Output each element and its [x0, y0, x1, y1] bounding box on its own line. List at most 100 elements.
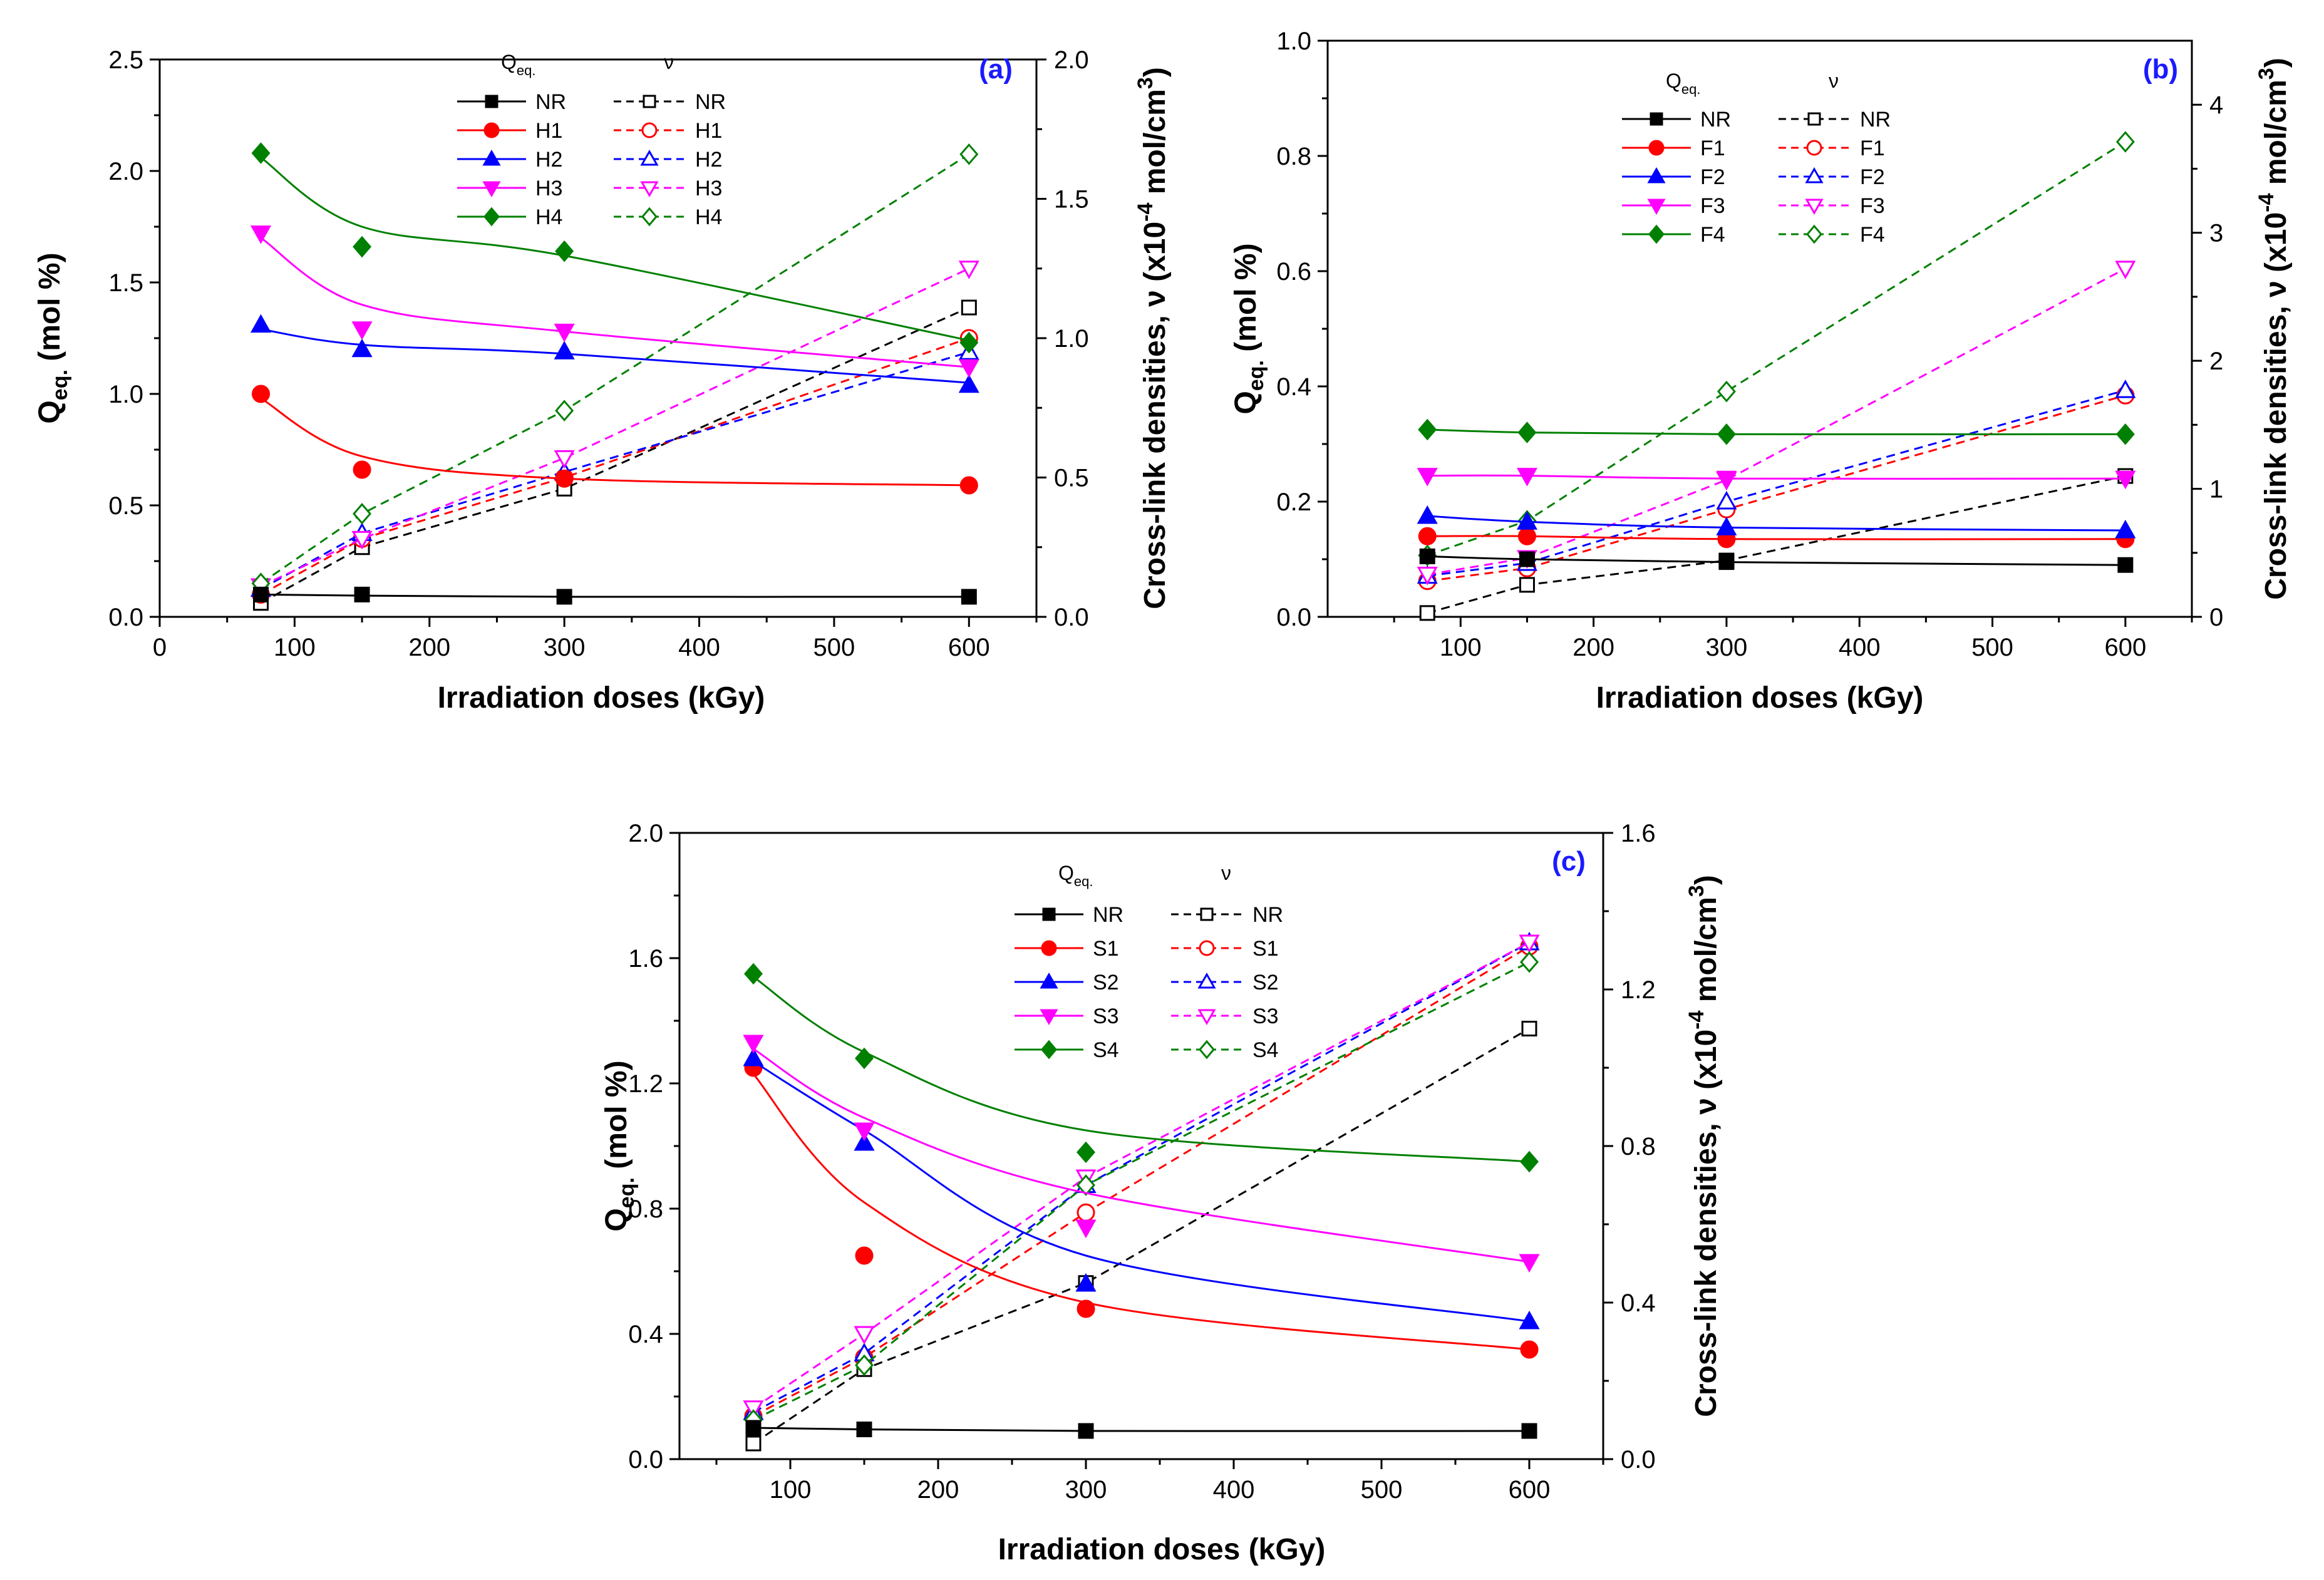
q-point-H2	[958, 374, 979, 393]
legend-label-v: S3	[1252, 1004, 1279, 1028]
q-point-S2	[854, 1132, 875, 1151]
y-left-tick-label: 1.0	[108, 381, 143, 408]
v-point-F4	[1717, 380, 1736, 403]
legend-label-q: NR	[1093, 903, 1123, 927]
q-point-NR	[2117, 557, 2134, 573]
legend-marker-v	[1805, 199, 1824, 215]
q-point-H2	[554, 341, 575, 359]
legend-label-v: NR	[1860, 108, 1891, 132]
x-tick-label: 600	[948, 634, 990, 661]
y-right-tick-label: 1.2	[1621, 976, 1656, 1004]
x-tick-label: 600	[2104, 634, 2146, 661]
legend-marker-v	[1200, 907, 1214, 921]
q-point-H1	[252, 385, 271, 403]
q-point-F4	[1418, 418, 1437, 441]
v-line-S2	[753, 941, 1530, 1413]
y-left-tick-label: 1.0	[1276, 28, 1311, 55]
v-point-F2	[1716, 490, 1737, 510]
q-point-H4	[555, 240, 574, 262]
legend-label-q: S1	[1093, 937, 1119, 961]
legend-label-v: S2	[1252, 971, 1279, 994]
v-line-F3	[1427, 267, 2126, 576]
legend-marker-v	[1199, 1040, 1215, 1060]
legend-head-q: Qeq.	[1058, 862, 1093, 889]
y-right-tick-label: 0	[2209, 604, 2223, 631]
legend-head-q: Qeq.	[501, 51, 535, 78]
q-point-F2	[1417, 505, 1438, 524]
v-line-NR	[753, 1028, 1530, 1445]
y-right-axis-title: Cross-link densities, ν (x10-4 mol/cm3)	[1134, 67, 1172, 609]
x-tick-label: 300	[544, 634, 586, 661]
v-point-F3	[1417, 567, 1438, 586]
q-point-F3	[1716, 470, 1737, 490]
y-right-tick-label: 4	[2209, 91, 2223, 119]
x-tick-label: 100	[274, 634, 316, 661]
q-point-H3	[958, 359, 979, 378]
v-point-NR	[745, 1435, 762, 1452]
y-left-tick-label: 1.2	[628, 1070, 663, 1098]
q-point-S3	[854, 1122, 875, 1142]
q-fit-line-H3	[260, 237, 969, 368]
q-point-H4	[959, 331, 979, 354]
legend-label-q: H3	[535, 177, 562, 200]
q-point-NR	[253, 586, 269, 602]
q-fit-line-H1	[260, 397, 969, 487]
y-right-tick-label: 1.6	[1621, 820, 1656, 847]
y-right-tick-label: 0.8	[1621, 1133, 1656, 1160]
x-tick-label: 400	[678, 634, 720, 661]
v-point-H4	[959, 143, 979, 165]
legend-marker-q	[482, 181, 501, 198]
v-point-NR	[1519, 577, 1535, 593]
legend: Qeq. ν NR NR S1 S1 S2 S2 S3 S3 S4 S4	[1015, 862, 1283, 1062]
legend-label-q: H4	[535, 205, 562, 229]
v-line-H3	[260, 267, 969, 587]
legend-marker-q	[1650, 112, 1663, 126]
y-left-tick-label: 0.8	[1276, 143, 1311, 170]
x-tick-label: 0	[153, 634, 167, 661]
y-left-tick-label: 0.0	[628, 1446, 663, 1474]
legend-marker-q	[482, 149, 501, 166]
legend-label-v: H1	[695, 119, 722, 143]
v-point-S4	[1520, 951, 1539, 973]
q-point-NR	[1419, 548, 1435, 564]
y-right-tick-label: 0.5	[1054, 465, 1089, 492]
legend-marker-v	[1197, 1009, 1216, 1026]
q-point-F2	[1716, 517, 1737, 535]
v-point-S3	[854, 1326, 875, 1345]
q-point-S4	[1520, 1150, 1539, 1173]
v-line-NR	[1427, 475, 2126, 614]
plot-frame	[158, 58, 1038, 618]
legend-label-q: NR	[535, 90, 566, 114]
x-tick-label: 200	[917, 1476, 959, 1504]
legend-label-q: H1	[535, 119, 562, 143]
legend-head-v: ν	[1221, 862, 1231, 884]
legend: Qeq. ν NR NR H1 H1 H2 H2 H3 H3 H4 H4	[457, 51, 726, 229]
legend-marker-v	[640, 149, 659, 166]
v-line-NR	[260, 306, 969, 604]
panel-c: 100 200 300 400 500 600 0.0 0.4 0.8 1.2 1.6 2.0 0.0 0…	[600, 820, 1723, 1566]
v-point-H3	[958, 261, 979, 279]
q-point-NR	[1519, 551, 1535, 567]
legend-label-v: NR	[695, 90, 726, 114]
legend-label-v: F1	[1860, 137, 1885, 160]
q-fit-line-S3	[753, 1048, 1530, 1263]
q-point-F4	[2115, 423, 2135, 445]
y-right-tick-label: 0.0	[1621, 1446, 1656, 1474]
legend-marker-q	[1041, 1040, 1057, 1060]
y-right-tick-label: 3	[2209, 220, 2223, 247]
legend-label-q: H2	[535, 148, 562, 172]
legend-label-v: F2	[1860, 165, 1885, 189]
legend-label-q: F4	[1700, 223, 1725, 247]
legend-marker-v	[641, 207, 658, 227]
x-tick-label: 500	[1361, 1476, 1403, 1504]
panel-a: 0 100 200 300 400 500 600 0.0 0.5 1.0 1.5 2.0 2.5 0.0…	[33, 46, 1172, 715]
y-left-tick-label: 0.0	[108, 604, 143, 631]
q-point-H3	[351, 321, 373, 340]
q-fit-line-S4	[753, 976, 1530, 1163]
q-point-H3	[250, 225, 272, 244]
q-point-NR	[1718, 554, 1735, 571]
q-point-F2	[1516, 511, 1538, 530]
x-tick-label: 300	[1065, 1476, 1107, 1504]
x-tick-label: 500	[1971, 634, 2013, 661]
legend-marker-q	[1041, 940, 1057, 956]
